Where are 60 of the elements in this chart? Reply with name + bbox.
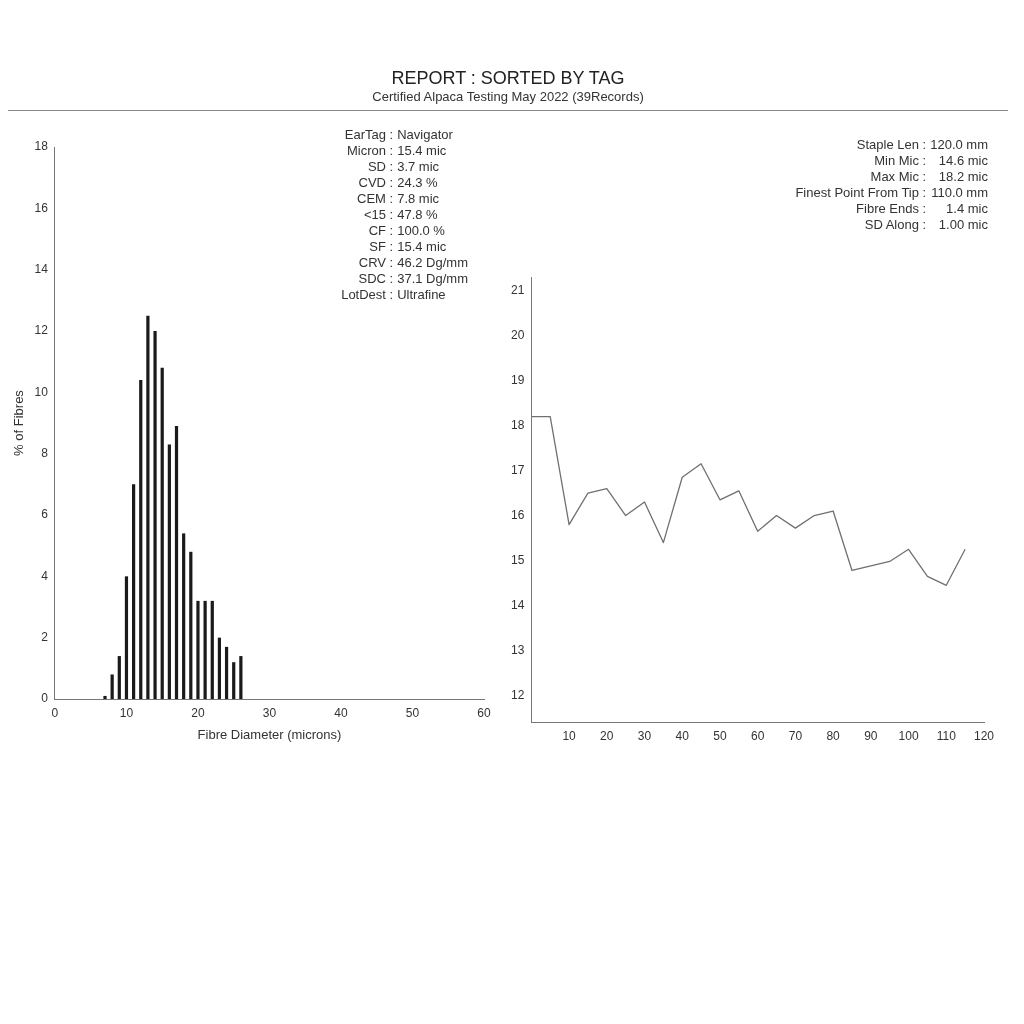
text: EarTag : Navigator xyxy=(343,127,454,143)
y-axis-title: % of Fibres xyxy=(11,389,27,456)
x-tick-label: 110 xyxy=(936,729,957,744)
x-tick-label: 30 xyxy=(637,729,652,744)
y-tick-label: 4 xyxy=(41,568,49,583)
y-tick-label: 10 xyxy=(34,384,49,399)
y-tick-label: 0 xyxy=(41,691,49,706)
annotation: SF : 15.4 mic xyxy=(368,239,448,255)
y-tick-label: 16 xyxy=(34,200,49,215)
y-tick-label: 21 xyxy=(510,282,525,297)
y-tick-label: 2 xyxy=(41,629,49,644)
text: SD Along : 1.00 mic xyxy=(863,217,988,233)
x-tick-label: 10 xyxy=(119,705,134,720)
chart-subtitle: Certified Alpaca Testing May 2022 (39Records) xyxy=(371,89,645,104)
annotation: <15 : 47.8 % xyxy=(362,207,439,223)
annotation: SD : 3.7 mic xyxy=(366,159,441,175)
text: Min Mic : 14.6 mic xyxy=(873,153,988,169)
x-tick-label: 100 xyxy=(898,729,919,744)
x-tick-label: 20 xyxy=(600,729,614,744)
x-tick-label: 70 xyxy=(788,729,803,744)
x-tick-label: 10 xyxy=(562,729,577,744)
annotation: Micron : 15.4 mic xyxy=(345,143,448,159)
x-tick-label: 50 xyxy=(713,729,727,744)
annotation: CF : 100.0 % xyxy=(367,223,446,239)
y-tick-label: 19 xyxy=(510,372,525,387)
y-tick-label: 8 xyxy=(41,445,49,460)
annotation: SDC : 37.1 Dg/mm xyxy=(357,271,468,287)
text: Max Mic : 18.2 mic xyxy=(869,169,988,185)
y-tick-label: 18 xyxy=(510,417,525,432)
y-tick-label: 14 xyxy=(510,597,525,612)
y-tick-label: 12 xyxy=(34,323,49,338)
y-tick-label: 14 xyxy=(34,261,49,276)
y-tick-label: 6 xyxy=(41,507,49,522)
y-tick-label: 13 xyxy=(510,642,525,657)
x-tick-label: 30 xyxy=(262,705,277,720)
y-tick-label: 15 xyxy=(510,552,525,567)
x-tick-label: 20 xyxy=(191,705,205,720)
x-tick-label: 60 xyxy=(750,729,765,744)
x-tick-label: 90 xyxy=(864,729,878,744)
x-tick-label: 40 xyxy=(675,729,690,744)
y-tick-label: 12 xyxy=(510,687,525,702)
x-tick-label: 40 xyxy=(334,705,348,720)
annotation: CVD : 24.3 % xyxy=(357,175,439,191)
x-tick-label: 60 xyxy=(477,705,491,720)
text: Fibre Ends : 1.4 mic xyxy=(856,201,988,216)
text: Finest Point From Tip : 110.0 mm xyxy=(795,185,988,201)
x-tick-label: 120 xyxy=(973,729,995,744)
y-tick-label: 20 xyxy=(510,327,525,342)
x-tick-label: 80 xyxy=(826,729,841,744)
x-tick-label: 50 xyxy=(405,705,420,720)
annotation: CRV : 46.2 Dg/mm xyxy=(357,255,468,271)
x-tick-label: 0 xyxy=(51,705,59,720)
annotation: LotDest : Ultrafine xyxy=(341,287,447,303)
x-axis-title: Fibre Diameter (microns) xyxy=(197,726,342,742)
y-tick-label: 16 xyxy=(510,507,525,522)
y-tick-label: 18 xyxy=(34,139,49,154)
y-tick-label: 17 xyxy=(510,462,525,477)
chart-title: REPORT : SORTED BY TAG xyxy=(390,68,626,89)
annotation: CEM : 7.8 mic xyxy=(356,191,441,207)
text: Staple Len : 120.0 mm xyxy=(855,137,988,153)
